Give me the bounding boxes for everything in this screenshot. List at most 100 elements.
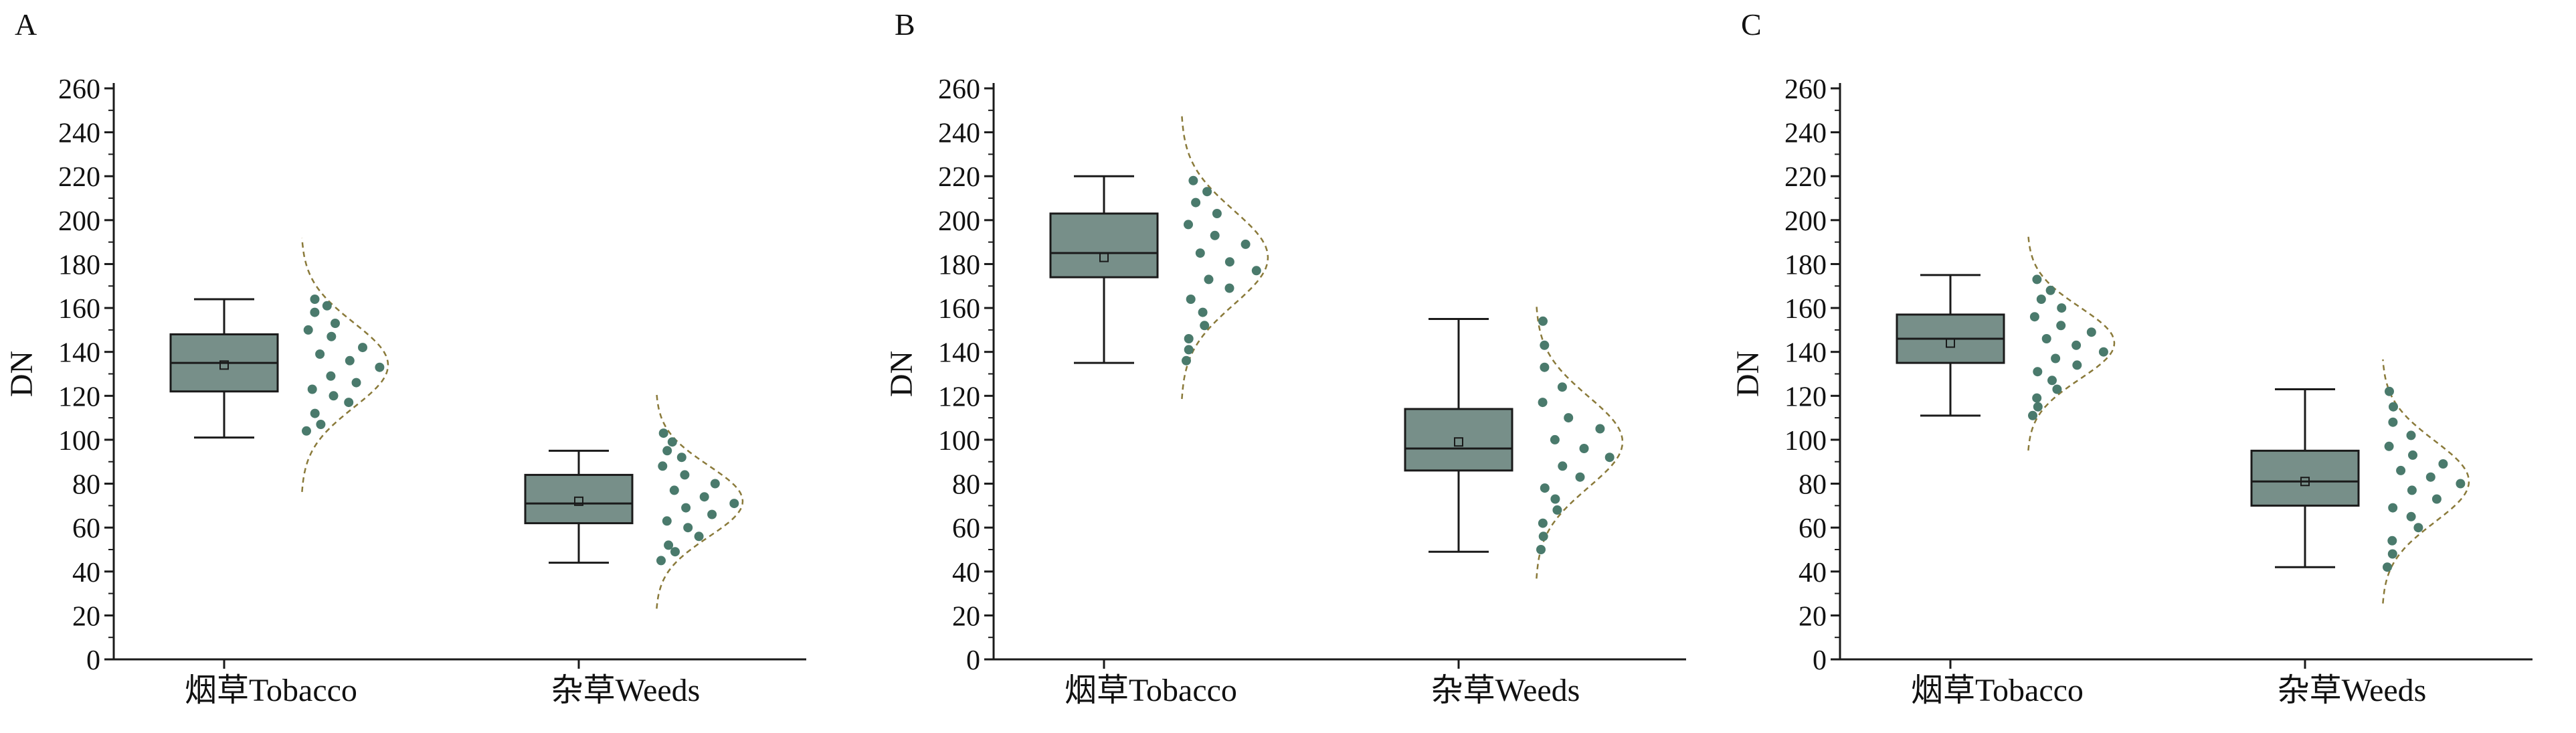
data-point <box>670 547 680 557</box>
data-point <box>2047 376 2057 386</box>
data-point <box>1604 453 1615 463</box>
data-point <box>1552 505 1562 515</box>
box-group <box>2250 359 2470 604</box>
y-tick-label: 140 <box>58 338 100 369</box>
data-point <box>2383 562 2392 572</box>
y-tick-label: 240 <box>1784 118 1827 149</box>
y-tick-label: 120 <box>938 382 980 412</box>
data-point <box>358 343 367 353</box>
y-tick-label: 140 <box>1784 338 1827 369</box>
mean-marker <box>219 360 229 370</box>
data-point <box>658 461 668 471</box>
data-point <box>658 428 668 438</box>
data-point <box>329 391 339 401</box>
data-point <box>303 325 313 335</box>
panel-label: C <box>1741 7 1762 42</box>
data-point <box>1557 382 1567 392</box>
data-point <box>1575 472 1585 482</box>
mean-marker <box>2300 477 2310 487</box>
data-point <box>1251 266 1261 276</box>
data-point <box>1184 220 1193 230</box>
data-point <box>710 479 720 489</box>
x-tick-label: 杂草Weeds <box>2278 673 2427 708</box>
data-point <box>707 509 717 519</box>
data-point <box>2032 274 2042 284</box>
data-point <box>1186 295 1196 304</box>
data-point <box>2385 386 2394 396</box>
data-point <box>2033 367 2043 377</box>
data-point <box>1540 340 1550 350</box>
y-tick-label: 20 <box>72 601 100 632</box>
box-group <box>1896 236 2116 451</box>
data-point <box>699 492 709 502</box>
data-point <box>1538 518 1548 528</box>
y-tick-label: 160 <box>938 294 980 325</box>
data-point <box>2431 494 2442 504</box>
y-tick-label: 80 <box>952 470 980 501</box>
x-tick-label: 杂草Weeds <box>1431 673 1580 708</box>
y-tick-label: 80 <box>1799 470 1827 501</box>
y-tick-label: 260 <box>58 74 100 105</box>
data-point <box>1188 175 1198 185</box>
y-tick-label: 260 <box>1784 74 1827 105</box>
data-point <box>667 437 677 447</box>
data-point <box>694 532 704 542</box>
data-point <box>1538 532 1548 542</box>
y-tick-label: 40 <box>1799 558 1827 588</box>
data-point <box>1538 398 1548 408</box>
y-axis-label: DN <box>884 351 919 397</box>
y-tick-label: 100 <box>1784 426 1827 457</box>
y-tick-label: 180 <box>938 250 980 280</box>
data-point <box>1212 209 1222 218</box>
data-point <box>327 331 337 341</box>
data-point <box>2028 410 2037 420</box>
y-tick-label: 180 <box>58 250 100 280</box>
data-point <box>1210 230 1220 240</box>
y-tick-label: 260 <box>938 74 980 105</box>
data-point <box>680 470 690 480</box>
data-point <box>331 319 340 328</box>
y-tick-label: 60 <box>1799 513 1827 544</box>
data-point <box>2438 459 2448 469</box>
panel-label: B <box>895 7 915 42</box>
y-tick-label: 200 <box>938 206 980 237</box>
y-tick-label: 20 <box>1799 601 1827 632</box>
iqr-box <box>2250 449 2360 507</box>
distribution-curve <box>1181 116 1269 400</box>
chart-panel-c: C 0 20 40 60 80 100 120 140 160 180 200 220 240 260 DN 烟… <box>1730 7 2533 708</box>
x-tick-label: 烟草Tobacco <box>1911 673 2084 708</box>
data-point <box>1191 197 1201 208</box>
mean-marker <box>1946 338 1955 348</box>
y-tick-label: 60 <box>952 513 980 544</box>
data-point <box>2408 450 2417 460</box>
data-point <box>2029 312 2039 322</box>
distribution-curve <box>656 394 744 609</box>
data-point <box>676 453 686 463</box>
data-point <box>669 485 679 495</box>
data-point <box>1595 424 1605 434</box>
chart-panel-a: A 0 20 40 60 80 100 120 140 160 180 200 220 240 260 DN 烟… <box>4 7 806 708</box>
data-point <box>1564 413 1574 423</box>
data-point <box>1558 461 1568 471</box>
data-point <box>1536 545 1546 554</box>
data-point <box>1195 248 1205 258</box>
data-point <box>1224 257 1234 267</box>
data-point <box>2389 402 2398 412</box>
data-point <box>1184 334 1194 343</box>
data-point <box>2387 536 2397 546</box>
y-tick-label: 120 <box>58 382 100 412</box>
data-point <box>322 301 332 311</box>
data-point <box>683 523 693 533</box>
y-tick-label: 0 <box>86 645 100 676</box>
data-point <box>310 307 320 317</box>
y-tick-label: 100 <box>938 426 980 457</box>
box-group <box>1404 305 1624 579</box>
y-tick-label: 120 <box>1784 382 1827 412</box>
data-point <box>1204 274 1214 284</box>
box-group <box>1049 116 1269 400</box>
y-tick-label: 40 <box>72 558 100 588</box>
data-point <box>2388 503 2398 513</box>
data-point <box>2052 384 2062 394</box>
data-point <box>1540 362 1550 372</box>
